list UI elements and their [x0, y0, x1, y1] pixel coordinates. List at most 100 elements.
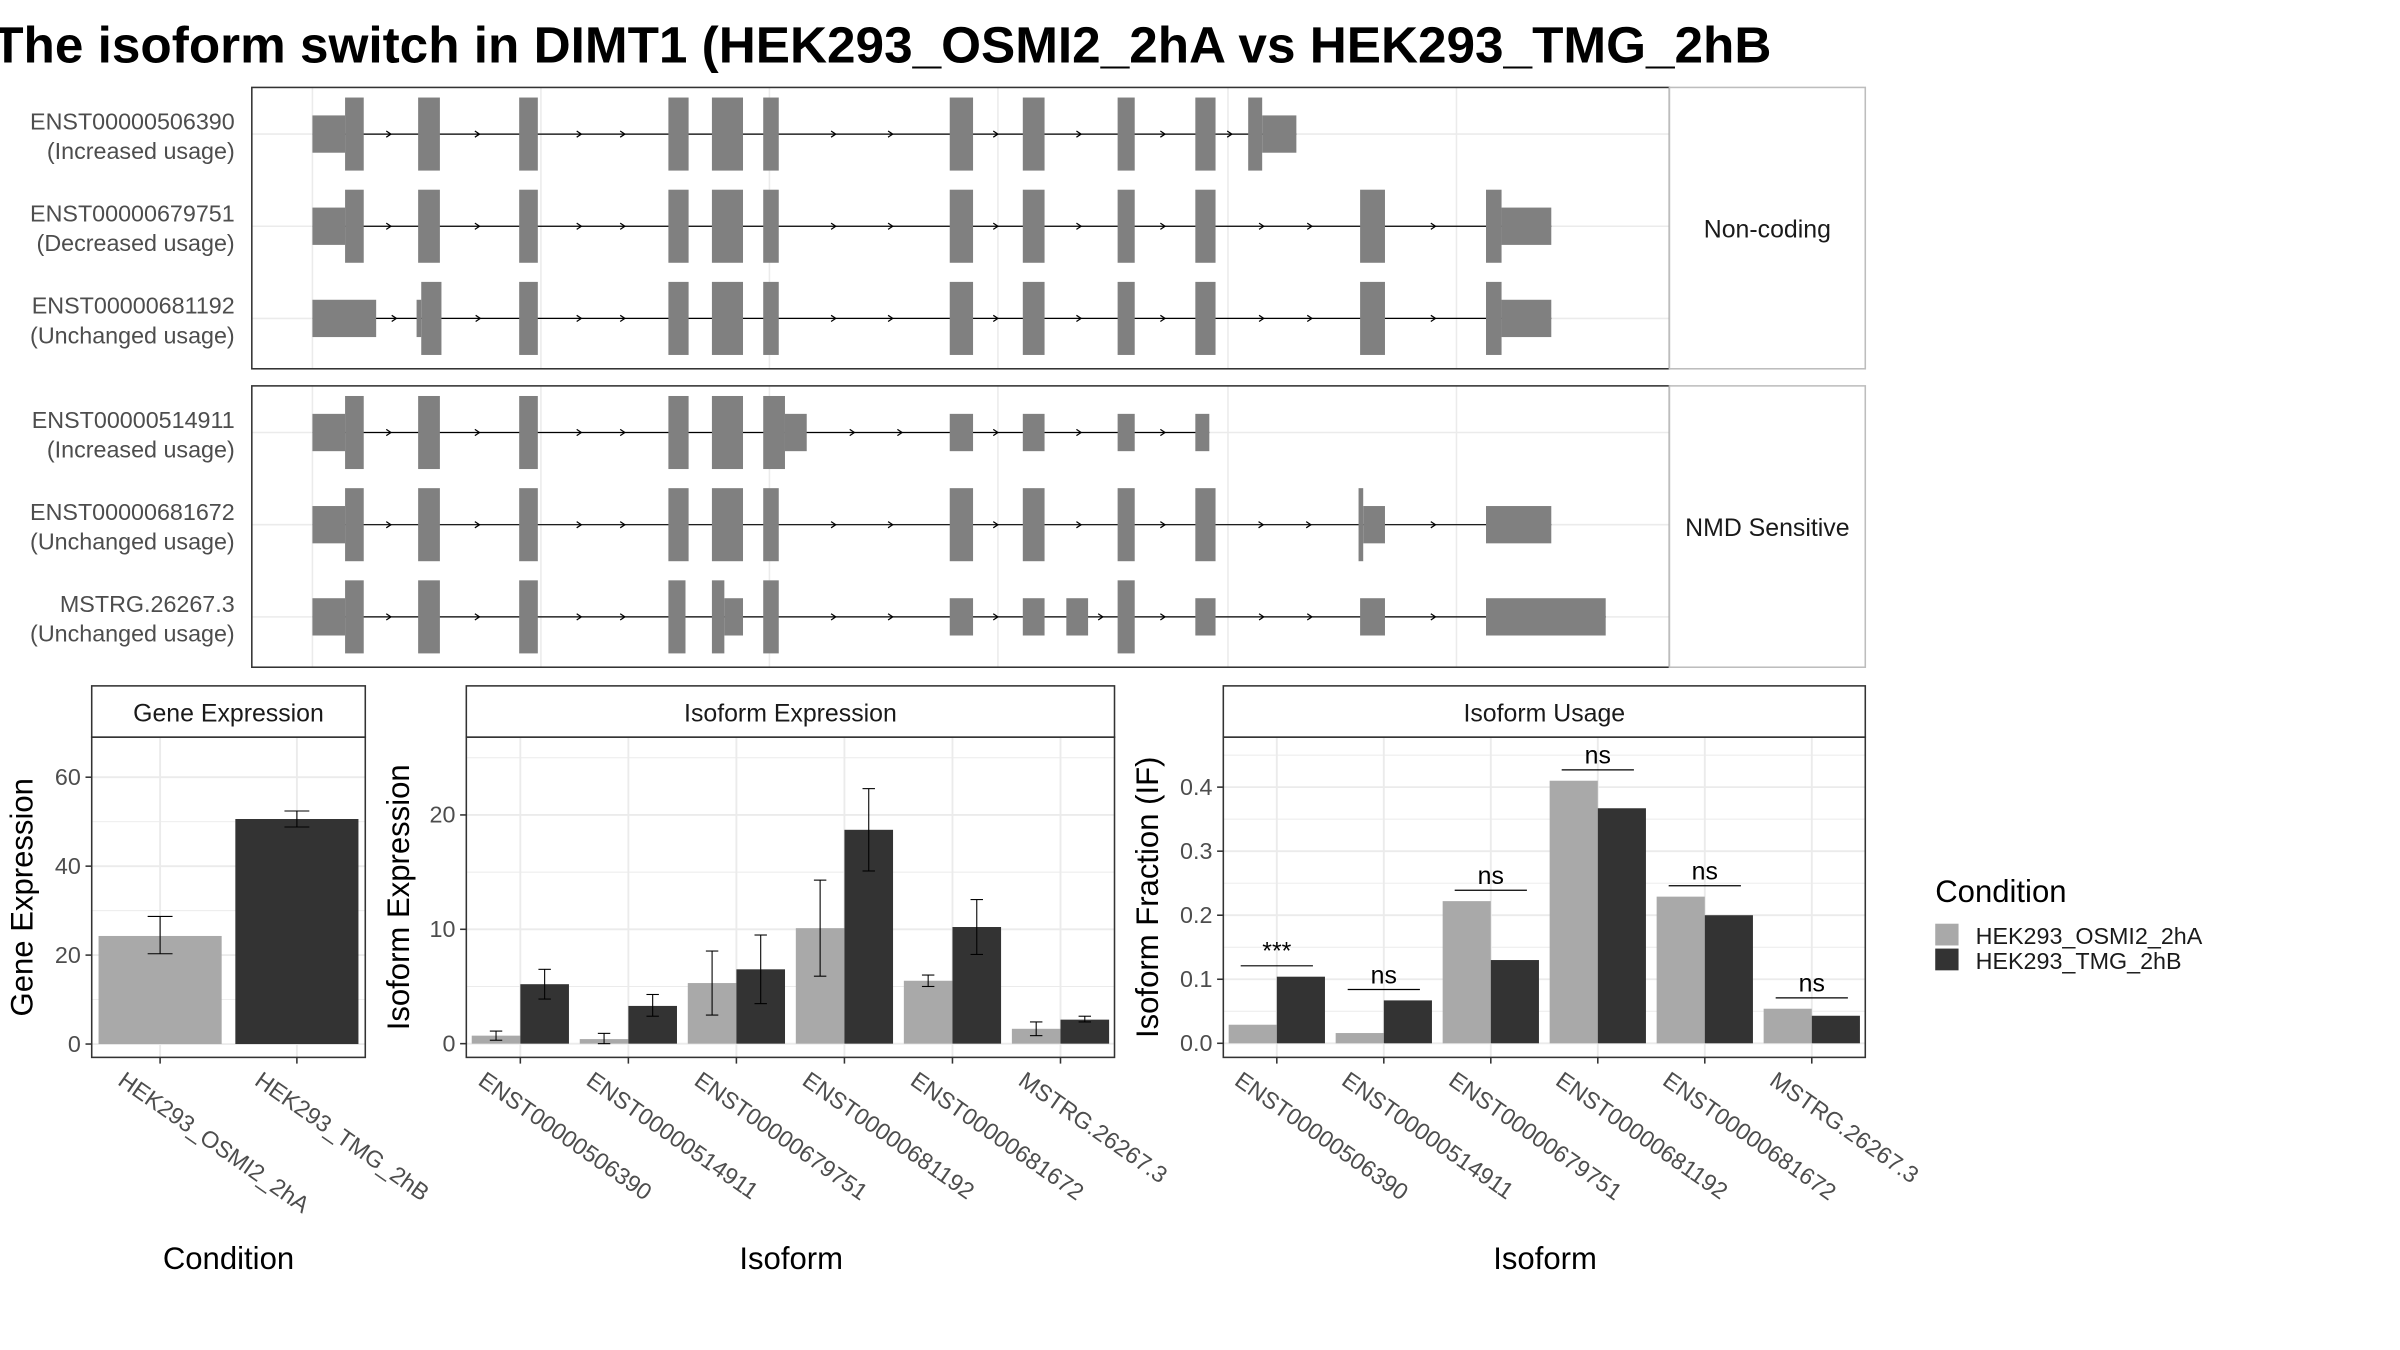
- y-tick-label: 0.3: [1180, 838, 1212, 864]
- figure-title: The isoform switch in DIMT1 (HEK293_OSMI…: [0, 17, 1771, 74]
- strand-arrow: [576, 314, 583, 323]
- exon-block: [763, 488, 779, 562]
- exon-block: [519, 97, 538, 171]
- structure-group-label: Non-coding: [1704, 215, 1831, 243]
- bar-series-1-ENST00000681672: [1656, 896, 1705, 1044]
- strand-arrow: [830, 521, 837, 529]
- bar-series-2-MSTRG.26267.3: [1060, 1019, 1110, 1044]
- strand-arrow: [1306, 613, 1314, 621]
- bar-series-2-MSTRG.26267.3: [1811, 1015, 1860, 1044]
- bar-series-1-ENST00000681192: [1549, 780, 1598, 1044]
- strand-arrow: [992, 521, 1000, 529]
- strand-arrow: [576, 222, 583, 230]
- exon-block: [784, 413, 807, 452]
- structure-group-strip: [1668, 385, 1867, 669]
- strand-arrow: [474, 521, 481, 529]
- x-tick-label: ENST00000679751: [690, 1067, 873, 1206]
- strand-arrow: [1160, 521, 1167, 529]
- exon-block: [418, 580, 440, 654]
- exon-block: [668, 97, 689, 171]
- y-axis-title: Isoform Expression: [381, 764, 416, 1030]
- exon-block: [1022, 281, 1045, 355]
- exon-block: [1022, 598, 1045, 636]
- strand-arrow: [385, 222, 393, 230]
- bar-series-2-ENST00000679751: [1490, 960, 1539, 1044]
- x-tick-label: ENST00000514911: [582, 1067, 763, 1205]
- bar-series-2-ENST00000506390: [1276, 976, 1325, 1044]
- plot-background: [466, 737, 1115, 1058]
- exon-block: [345, 189, 364, 263]
- strand-arrow: [385, 521, 393, 529]
- isoform-id-label: ENST00000506390: [30, 108, 235, 134]
- strand-arrow: [391, 314, 398, 323]
- strand-arrow: [992, 428, 1000, 437]
- strand-arrow: [830, 613, 837, 621]
- exon-block: [711, 189, 744, 263]
- plot-border: [1222, 736, 1867, 1059]
- strand-arrow: [887, 521, 894, 529]
- exon-block: [668, 580, 686, 654]
- x-tick-label: ENST00000681192: [798, 1067, 979, 1205]
- exon-block: [1022, 189, 1045, 263]
- strand-arrow: [619, 130, 626, 138]
- strand-arrow: [385, 130, 393, 138]
- isoform-usage-label: (Unchanged usage): [30, 322, 235, 348]
- strand-arrow: [1160, 222, 1167, 230]
- bar-series-1-ENST00000506390: [1228, 1024, 1277, 1044]
- strand-arrow: [474, 428, 481, 437]
- legend-swatch-1: [1935, 923, 1959, 946]
- strand-arrow: [385, 613, 393, 621]
- exon-block: [345, 488, 364, 562]
- exon-block: [949, 189, 974, 263]
- exon-block: [1117, 281, 1135, 355]
- strand-arrow: [1306, 314, 1314, 323]
- strand-arrow: [576, 130, 583, 138]
- strand-arrow: [887, 314, 894, 323]
- exon-block: [1195, 413, 1210, 452]
- exon-block: [345, 580, 364, 654]
- strand-arrow: [1430, 222, 1437, 230]
- strand-arrow: [619, 521, 626, 529]
- exon-block: [668, 395, 689, 470]
- x-axis-title: Isoform: [1493, 1241, 1597, 1276]
- bar-chart-panels: Gene Expression0204060HEK293_OSMI2_2hAHE…: [5, 685, 1924, 1276]
- legend-entry-2: HEK293_TMG_2hB: [1976, 948, 2182, 974]
- exon-block: [418, 189, 440, 263]
- x-tick-label: ENST00000681192: [1551, 1067, 1732, 1205]
- x-tick-label: ENST00000681672: [906, 1067, 1089, 1206]
- exon-block: [418, 97, 440, 171]
- exon-block: [418, 395, 440, 470]
- exon-block: [1117, 189, 1135, 263]
- exon-block: [1195, 598, 1216, 636]
- strand-arrow: [1160, 613, 1167, 621]
- strand-arrow: [1076, 314, 1083, 323]
- strand-arrow: [385, 428, 393, 437]
- exon-block: [763, 189, 779, 263]
- panel-strip: [90, 685, 367, 738]
- strand-arrow: [830, 130, 837, 138]
- exon-block: [711, 580, 725, 654]
- strand-arrow: [887, 130, 894, 138]
- significance-label: ns: [1692, 858, 1718, 886]
- strand-arrow: [1258, 521, 1265, 529]
- plot-border: [465, 736, 1116, 1059]
- strand-arrow: [1076, 130, 1083, 138]
- strand-arrow: [1430, 521, 1437, 529]
- isoform-usage-label: (Unchanged usage): [30, 621, 235, 647]
- strand-arrow: [619, 222, 626, 230]
- exon-block: [1248, 97, 1263, 171]
- y-axis-title: Isoform Fraction (IF): [1130, 757, 1165, 1038]
- exon-block: [763, 281, 779, 355]
- strand-arrow: [619, 314, 626, 323]
- strand-arrow: [887, 222, 894, 230]
- exon-block: [519, 281, 538, 355]
- isoform-id-label: ENST00000681192: [32, 293, 235, 319]
- exon-block: [1195, 488, 1216, 562]
- y-tick-label: 0.1: [1180, 966, 1212, 992]
- panel-title: Isoform Expression: [684, 700, 897, 728]
- strand-arrow: [1430, 314, 1437, 323]
- exon-block: [763, 580, 779, 654]
